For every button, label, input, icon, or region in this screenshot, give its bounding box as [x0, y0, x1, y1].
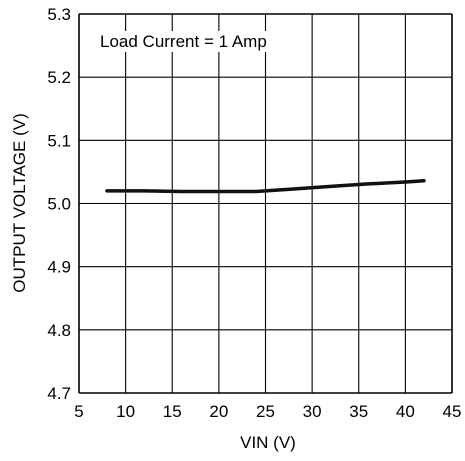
y-tick-label: 5.0 [47, 195, 71, 214]
y-tick-label: 5.2 [47, 68, 71, 87]
x-tick-label: 5 [74, 402, 83, 421]
y-tick-label: 5.3 [47, 5, 71, 24]
y-axis-title: OUTPUT VOLTAGE (V) [10, 113, 29, 292]
annotation-background [97, 31, 270, 52]
y-tick-label: 4.8 [47, 321, 71, 340]
x-tick-label: 45 [443, 402, 462, 421]
x-tick-label: 30 [303, 402, 322, 421]
y-tick-label: 4.7 [47, 384, 71, 403]
y-tick-label: 4.9 [47, 258, 71, 277]
x-tick-label: 40 [396, 402, 415, 421]
annotation-label: Load Current = 1 Amp [100, 32, 267, 51]
x-tick-label: 20 [209, 402, 228, 421]
y-tick-labels: 5.3 5.2 5.1 5.0 4.9 4.8 4.7 [47, 5, 71, 403]
x-tick-label: 35 [349, 402, 368, 421]
x-tick-label: 10 [116, 402, 135, 421]
series-line [105, 179, 426, 194]
x-axis-title: VIN (V) [240, 433, 296, 452]
y-tick-label: 5.1 [47, 131, 71, 150]
x-tick-label: 15 [163, 402, 182, 421]
x-tick-labels: 5 10 15 20 25 30 35 40 45 [74, 402, 461, 421]
grid [78, 13, 453, 394]
x-tick-label: 25 [256, 402, 275, 421]
